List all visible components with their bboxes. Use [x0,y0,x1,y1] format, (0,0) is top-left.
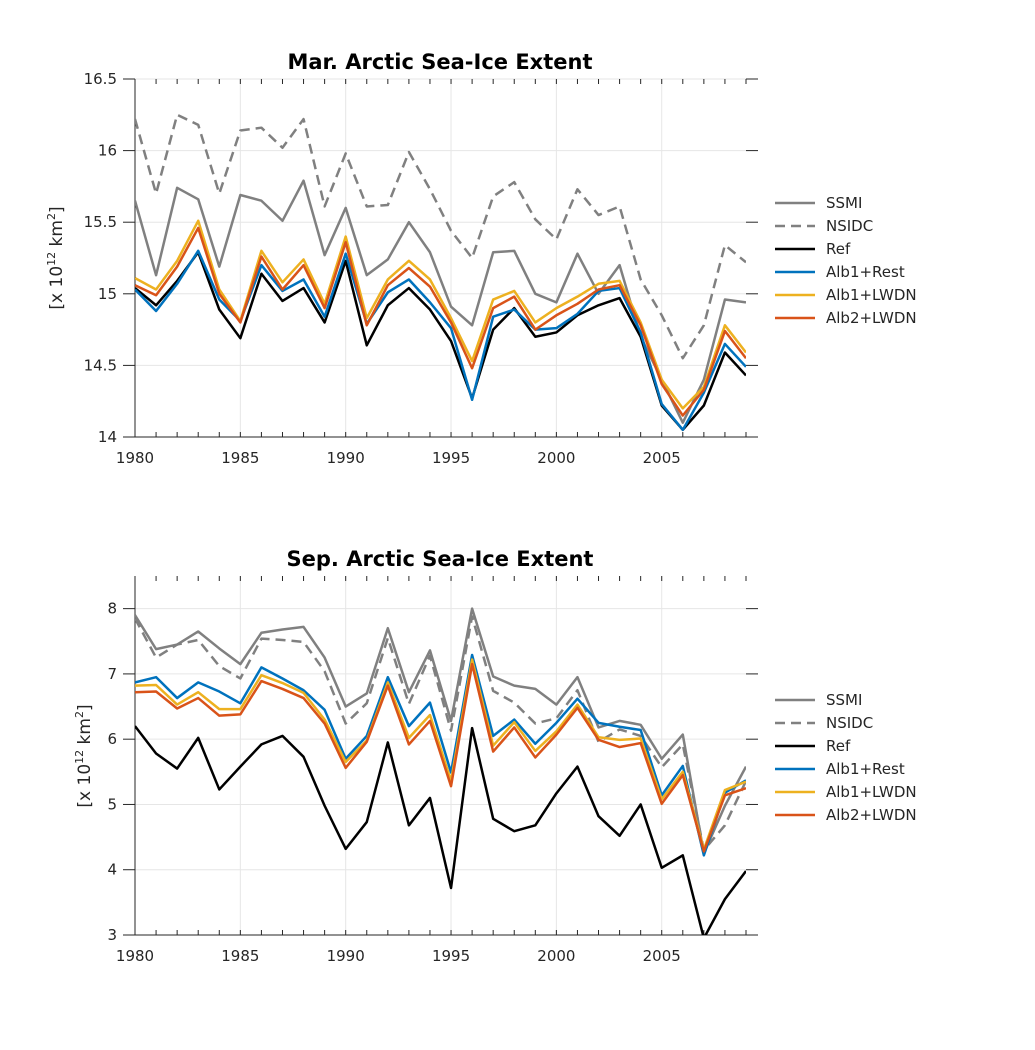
legend-label: SSMI [826,194,862,212]
legend-label: Alb1+Rest [826,760,905,778]
legend-label: Ref [826,240,851,258]
y-tick-label: 16.5 [84,70,117,88]
x-tick-label: 2000 [537,449,575,467]
x-tick-label: 1985 [221,449,259,467]
legend-label: Alb2+LWDN [826,309,917,327]
legend-label: NSIDC [826,217,873,235]
series-lines [135,113,746,432]
series-line-alb2-lwdn [135,662,746,853]
series-line-ref [135,725,746,935]
x-tick-label: 1985 [221,947,259,965]
legend-label: Ref [826,737,851,755]
series-line-alb2-lwdn [135,226,746,417]
series-line-alb1-rest [135,653,746,857]
y-tick-label: 15 [98,285,117,303]
series-line-nsidc [135,113,746,360]
legend-label: Alb1+LWDN [826,286,917,304]
x-tick-label: 2005 [643,947,681,965]
y-tick-label: 4 [107,861,117,879]
legend: SSMI NSIDC Ref Alb1+Rest Alb1+LWDN Alb2+LWDN [775,194,917,327]
x-tick-label: 1990 [327,449,365,467]
y-tick-label: 14.5 [84,356,117,374]
x-tick-label: 2005 [643,449,681,467]
x-tick-label: 2000 [537,947,575,965]
x-tick-label: 1995 [432,947,470,965]
series-line-alb1-lwdn [135,658,746,851]
march-extent-chart: Mar. Arctic Sea-Ice Extent [x 1012 km2] … [45,50,917,467]
chart-title: Mar. Arctic Sea-Ice Extent [287,50,592,74]
y-tick-label: 5 [107,795,117,813]
x-tick-label: 1990 [327,947,365,965]
y-tick-label: 7 [107,665,117,683]
y-tick-label: 3 [107,926,117,944]
legend-label: Alb1+LWDN [826,783,917,801]
x-tick-label: 1980 [116,947,154,965]
legend: SSMI NSIDC Ref Alb1+Rest Alb1+LWDN Alb2+LWDN [775,691,917,824]
y-tick-label: 14 [98,428,117,446]
axes: 1980 1985 1990 1995 2000 2005 3 4 5 6 7 8 [107,576,758,965]
legend-label: Alb2+LWDN [826,806,917,824]
chart-title: Sep. Arctic Sea-Ice Extent [287,547,594,571]
legend-label: NSIDC [826,714,873,732]
y-tick-label: 16 [98,142,117,160]
legend-label: SSMI [826,691,862,709]
series-lines [135,607,746,935]
x-tick-label: 1980 [116,449,154,467]
y-tick-label: 8 [107,600,117,618]
legend-label: Alb1+Rest [826,263,905,281]
y-tick-label: 15.5 [84,213,117,231]
september-extent-chart: Sep. Arctic Sea-Ice Extent [x 1012 km2] … [73,547,917,965]
series-line-ssmi [135,607,746,855]
y-axis-label: [x 1012 km2] [45,206,67,309]
y-tick-label: 6 [107,730,117,748]
y-axis-label: [x 1012 km2] [73,704,95,807]
series-line-nsidc [135,615,746,852]
axes: 1980 1985 1990 1995 2000 2005 14 14.5 15 15.5 16 16… [84,70,758,467]
x-tick-label: 1995 [432,449,470,467]
